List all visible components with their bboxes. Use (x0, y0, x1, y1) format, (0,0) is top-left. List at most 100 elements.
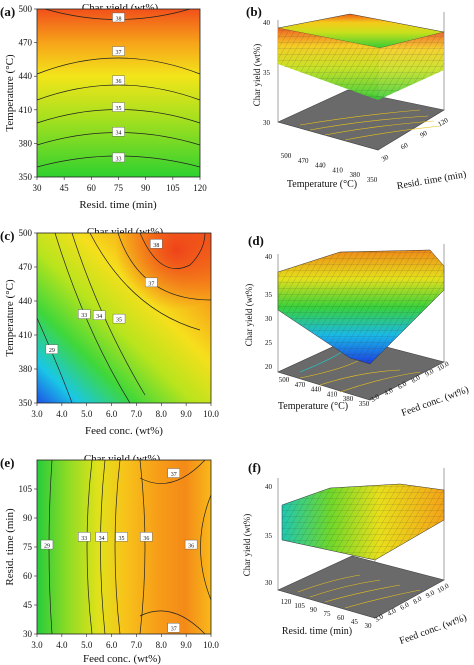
contour-label-box (167, 468, 180, 478)
panel-label-b: (b) (246, 4, 262, 19)
x-tick-label: 3.0 (31, 640, 43, 650)
x-tick-label: 7.0 (131, 409, 143, 419)
contour-label: 37 (171, 472, 177, 478)
y-tick-label: 30 (380, 153, 390, 164)
contour-label-box (140, 532, 153, 542)
z-tick-label: 35 (263, 69, 271, 77)
y-tick-label: 105 (19, 484, 33, 494)
z-tick-label: 30 (263, 119, 271, 127)
panel-f: (f) Char yield (wt%) 30 35 40 120 105 90 75 60… (242, 460, 468, 647)
z-tick-label: 40 (265, 253, 273, 261)
z-tick-label: 25 (265, 339, 273, 347)
contour-label-box (40, 539, 54, 550)
x-tick-label: 90 (310, 606, 318, 614)
y-axis-label-c: Temperature (°C) (4, 279, 16, 357)
x-tick-label: 8.0 (156, 409, 168, 419)
y-axis-label-a: Temperature (°C) (4, 54, 16, 132)
y-tick-label: 380 (19, 138, 33, 148)
contour-label-box (112, 46, 125, 56)
x-axis-label-e: Feed conc. (wt%) (83, 653, 161, 665)
contour-label-box (150, 239, 163, 249)
contour-label: 36 (116, 79, 122, 85)
y-tick-label: 3.0 (369, 392, 381, 404)
contour-label-box (78, 532, 91, 542)
y-tick-label: 9.0 (424, 367, 436, 379)
contour-label: 36 (188, 544, 194, 550)
z-tick-label: 35 (265, 532, 273, 540)
floor-contours-b (299, 109, 441, 141)
x-tick-label: 120 (281, 598, 292, 606)
mesh-d (278, 250, 444, 364)
contour-label: 35 (116, 106, 122, 112)
contour-lines-e (48, 459, 212, 635)
contour-label: 35 (119, 536, 125, 542)
floor-d (277, 337, 445, 401)
contour-label-box (167, 623, 180, 633)
x-tick-label: 350 (359, 400, 370, 408)
panel-label-c: (c) (0, 228, 14, 243)
x-tick-label: 4.0 (56, 409, 68, 419)
x-axis-label-a: Resid. time (min) (79, 199, 157, 211)
panel-label-a: (a) (0, 4, 15, 19)
floor-b (277, 89, 445, 151)
contour-label: 33 (81, 536, 87, 542)
z-tick-label: 40 (265, 483, 273, 491)
x-tick-label: 5.0 (81, 409, 93, 419)
x-tick-label: 90 (141, 183, 151, 193)
x-tick-label: 7.0 (131, 640, 143, 650)
panel-label-d: (d) (248, 233, 264, 248)
x-tick-label: 105 (294, 602, 305, 610)
x-tick-label: 470 (295, 381, 306, 389)
y-tick-label: 90 (419, 129, 429, 140)
contour-label: 38 (116, 16, 122, 22)
x-tick-label: 9.0 (181, 409, 193, 419)
y-tick-label: 410 (19, 105, 33, 115)
x-tick-label: 45 (351, 618, 359, 626)
x-tick-label: 60 (87, 183, 97, 193)
contour-label: 38 (153, 243, 159, 249)
x-tick-label: 8.0 (156, 640, 168, 650)
y-tick-label: 410 (19, 330, 33, 340)
x-tick-label: 10.0 (203, 640, 219, 650)
x-tick-label: 3.0 (31, 409, 43, 419)
y-tick-label: 380 (19, 364, 33, 374)
y-tick-label: 45 (23, 600, 33, 610)
x-tick-label: 380 (350, 171, 361, 179)
x-tick-label: 105 (166, 183, 180, 193)
x-tick-label: 75 (324, 610, 332, 618)
z-axis-label-b: Char yield (wt%) (252, 44, 262, 106)
plot-area-e (37, 460, 211, 634)
x-tick-label: 350 (367, 176, 378, 184)
x-tick-label: 30 (33, 183, 43, 193)
panel-d: (d) Char yield (wt%) 20 25 30 35 40 500 470 44… (244, 233, 470, 419)
z-tick-label: 40 (263, 19, 271, 27)
z-tick-label: 35 (265, 291, 273, 299)
x-tick-label: 10.0 (203, 409, 219, 419)
x-tick-label: 30 (365, 622, 373, 630)
contour-label-box (112, 126, 125, 137)
x-tick-label: 45 (60, 183, 70, 193)
y-tick-label: 500 (19, 4, 33, 14)
y-tick-label: 8.0 (410, 373, 422, 385)
x-tick-label: 500 (281, 152, 292, 160)
contour-label-box (78, 309, 91, 319)
contour-label: 37 (148, 281, 154, 287)
z-tick-label: 30 (265, 315, 273, 323)
x-tick-label: 440 (315, 162, 326, 170)
contour-label-box (45, 344, 59, 354)
contour-label-box (145, 277, 158, 288)
y-tick-label: 120 (436, 116, 450, 128)
y-tick-label: 3.0 (373, 612, 385, 624)
contour-label-box (112, 313, 126, 324)
y-tick-label: 6.0 (396, 380, 408, 392)
y-axis-label-b: Resid. time (min) (396, 169, 467, 192)
contour-label-box (112, 12, 125, 23)
x-tick-label: 75 (114, 183, 124, 193)
y-tick-label: 8.0 (412, 594, 424, 606)
y-tick-label: 350 (19, 398, 33, 408)
contour-label-box (95, 532, 108, 542)
x-tick-label: 470 (298, 157, 309, 165)
contour-label-box (115, 532, 128, 542)
